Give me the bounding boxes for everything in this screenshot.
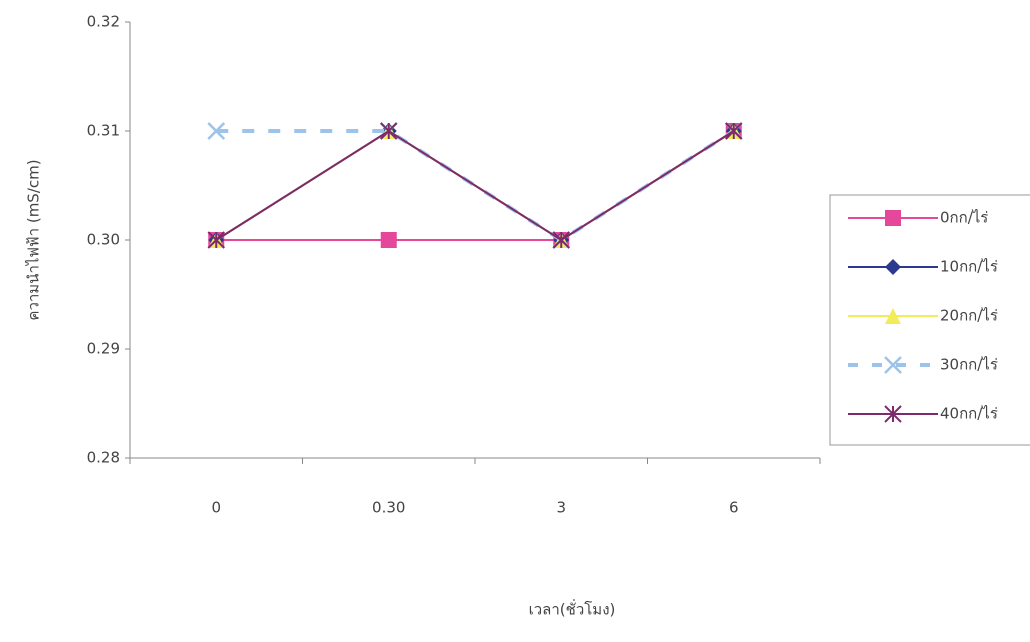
legend-marker — [885, 308, 901, 324]
data-point — [380, 232, 397, 248]
legend-label: 20กก/ไร่ — [940, 307, 998, 325]
legend-box — [829, 194, 1030, 446]
legend-label: 40กก/ไร่ — [940, 405, 998, 423]
x-axis-title: เวลา(ชั่วโมง) — [529, 599, 616, 619]
legend-marker — [884, 405, 902, 423]
x-tick-label: 6 — [729, 499, 739, 517]
x-tick-label: 3 — [556, 499, 566, 517]
data-point — [552, 231, 570, 249]
x-tick-label: 0.30 — [372, 499, 405, 517]
legend-marker — [885, 210, 901, 226]
y-tick-label: 0.29 — [87, 340, 120, 358]
legend-label: 10กก/ไร่ — [940, 258, 998, 276]
y-tick-label: 0.32 — [87, 13, 120, 31]
y-tick-label: 0.31 — [87, 122, 120, 140]
data-point — [207, 231, 225, 249]
series-line — [215, 129, 735, 242]
legend-marker — [884, 356, 902, 374]
legend-marker — [885, 259, 901, 275]
y-tick-label: 0.30 — [87, 231, 120, 249]
legend-label: 30กก/ไร่ — [940, 356, 998, 374]
x-tick-label: 0 — [211, 499, 221, 517]
y-axis-title: ความนำไฟฟ้า (mS/cm) — [25, 159, 43, 320]
data-point — [380, 122, 398, 140]
data-point — [207, 122, 226, 140]
y-tick-label: 0.28 — [87, 449, 120, 467]
data-point — [725, 122, 743, 140]
legend-label: 0กก/ไร่ — [940, 209, 988, 227]
